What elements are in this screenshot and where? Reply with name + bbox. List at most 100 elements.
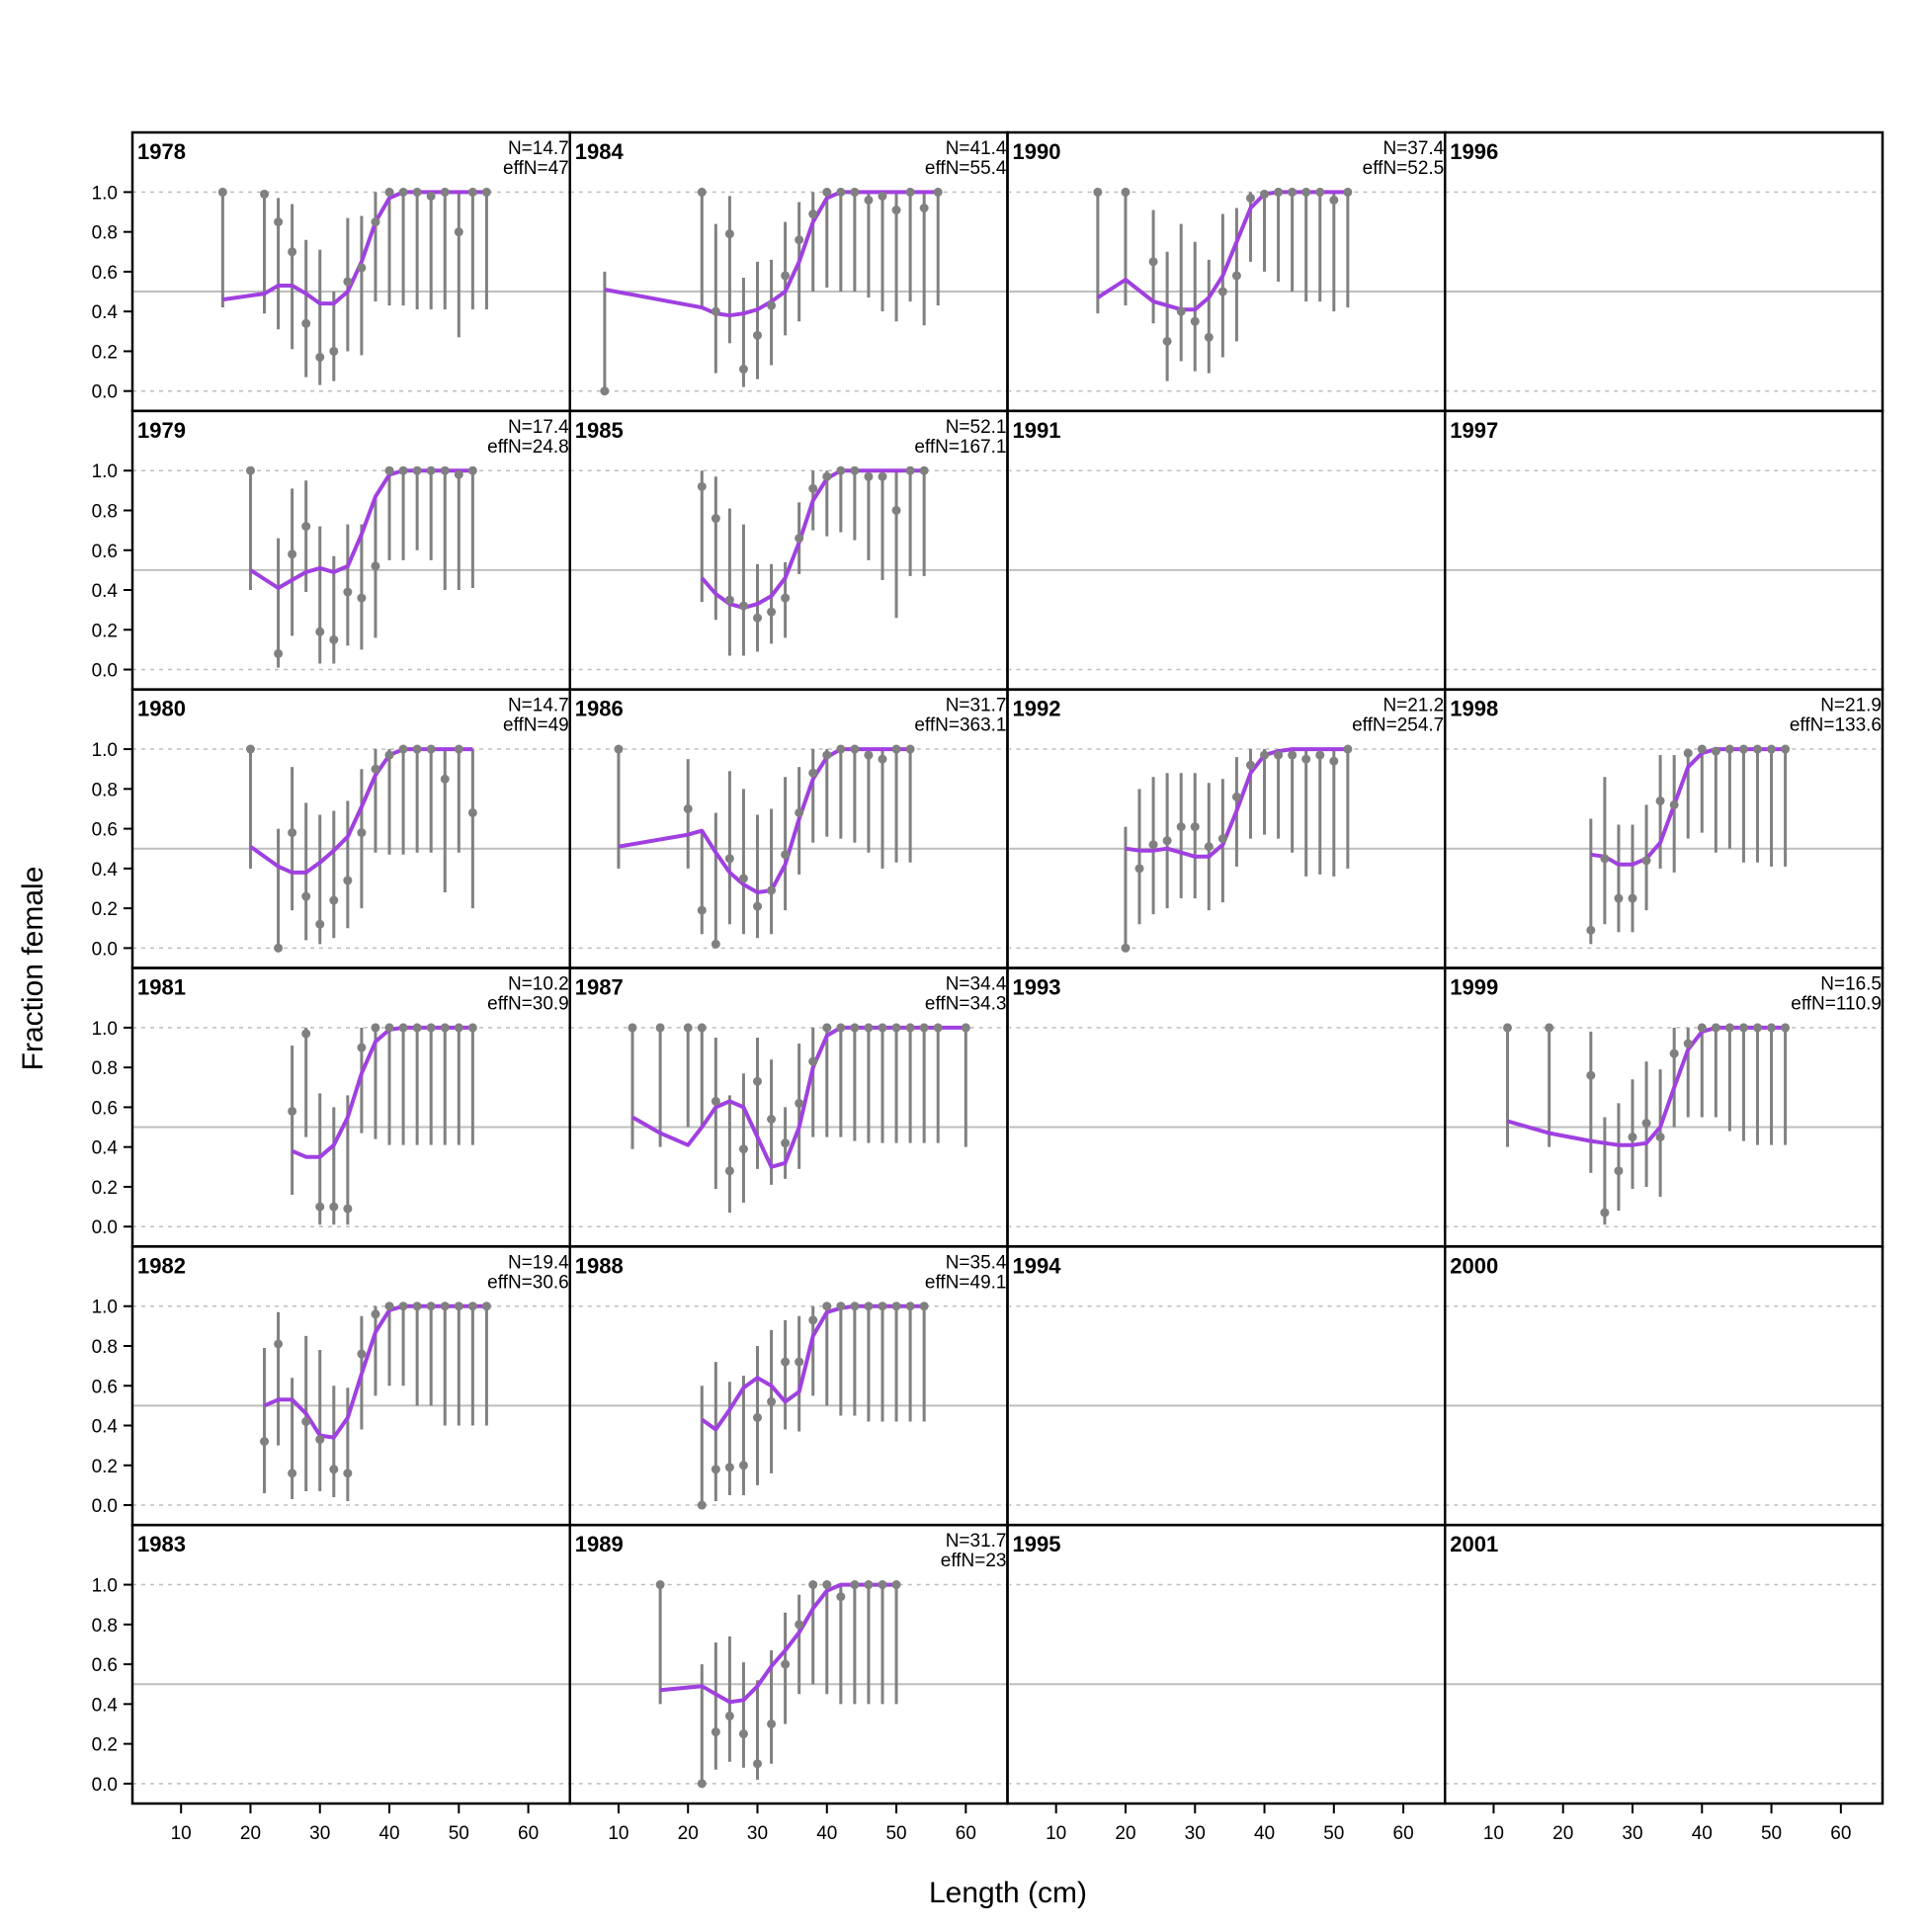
panel-frame [1006, 409, 1447, 691]
observed-point [836, 1302, 846, 1311]
observed-point [260, 189, 270, 199]
panel-frame [1444, 1523, 1885, 1806]
observed-point [878, 191, 887, 201]
observed-point [288, 1106, 297, 1116]
observed-point [274, 1339, 284, 1349]
y-tick-label: 0.2 [92, 1178, 118, 1199]
x-tick-label: 40 [816, 1823, 837, 1844]
observed-point [836, 744, 846, 754]
observed-point [440, 1302, 450, 1311]
observed-point [1767, 744, 1777, 754]
observed-point [697, 481, 707, 491]
observed-point [864, 1023, 874, 1033]
observed-point [919, 1302, 929, 1311]
panel-effn-label: effN=254.7 [1352, 715, 1444, 736]
observed-point [1711, 746, 1720, 756]
observed-point [850, 744, 860, 754]
observed-point [822, 750, 832, 760]
observed-point [1288, 187, 1298, 197]
panel-2000: 2000 [1444, 1245, 1885, 1527]
panel-n-label: N=34.4 [946, 974, 1007, 995]
y-tick-label: 0.6 [92, 1655, 118, 1676]
observed-point [301, 522, 311, 532]
y-tick-label: 0.4 [92, 860, 119, 881]
observed-point [905, 187, 915, 197]
observed-point [1260, 750, 1270, 760]
observed-point [440, 465, 450, 475]
observed-point [738, 365, 748, 375]
observed-point [1217, 834, 1227, 844]
observed-point [1753, 744, 1762, 754]
observed-point [1545, 1023, 1554, 1033]
expected-line [1506, 1025, 1786, 1147]
y-tick-label: 0.8 [92, 501, 118, 522]
observed-point [1711, 1023, 1720, 1033]
observed-point [1767, 1023, 1777, 1033]
observed-point [315, 627, 325, 636]
observed-point [217, 187, 227, 197]
x-tick-label: 10 [1046, 1823, 1066, 1844]
observed-point [288, 549, 297, 559]
observed-point [795, 1620, 804, 1630]
observed-point [398, 465, 408, 475]
observed-point [919, 203, 929, 212]
y-tick-label: 0.2 [92, 1735, 118, 1756]
observed-point [1628, 893, 1637, 903]
observed-point [329, 634, 339, 644]
observed-point [1301, 187, 1311, 197]
observed-point [454, 1302, 463, 1311]
observed-point [426, 744, 436, 754]
y-tick-label: 0.2 [92, 621, 118, 641]
observed-point [822, 187, 832, 197]
panel-effn-label: effN=49.1 [925, 1272, 1007, 1293]
panel-n-label: N=31.7 [946, 696, 1007, 716]
observed-point [357, 1349, 367, 1359]
panel-effn-label: effN=363.1 [914, 715, 1006, 736]
observed-point [315, 352, 325, 362]
panel-year-label: 1985 [575, 418, 624, 443]
x-tick-label: 40 [378, 1823, 399, 1844]
observed-point [781, 1357, 791, 1367]
observed-point [398, 1023, 408, 1033]
y-tick-label: 0.6 [92, 263, 118, 284]
expected-line [701, 1303, 925, 1432]
observed-point [738, 874, 748, 883]
observed-point [1586, 925, 1596, 935]
panel-effn-label: effN=49 [503, 715, 569, 736]
panel-year-label: 1998 [1450, 697, 1498, 721]
observed-point [371, 1023, 380, 1033]
observed-point [1231, 271, 1241, 281]
observed-point [614, 744, 624, 754]
observed-point [1586, 1070, 1596, 1080]
observed-point [426, 1302, 436, 1311]
panel-n-label: N=10.2 [508, 974, 569, 995]
expected-line [249, 468, 473, 590]
expected-line [1125, 747, 1348, 859]
observed-point [795, 534, 804, 544]
observed-point [357, 593, 367, 603]
observed-point [753, 1759, 762, 1769]
observed-point [878, 1302, 887, 1311]
observed-point [878, 1023, 887, 1033]
panel-year-label: 1984 [575, 139, 625, 164]
observed-point [454, 744, 463, 754]
observed-point [343, 876, 353, 885]
y-tick-label: 0.0 [92, 939, 118, 960]
panel-effn-label: effN=24.8 [487, 437, 569, 458]
panel-year-label: 1990 [1013, 139, 1061, 164]
observed-point [1503, 1023, 1512, 1033]
observed-point [753, 613, 762, 623]
panel-year-label: 1982 [137, 1253, 186, 1278]
x-tick-label: 10 [608, 1823, 628, 1844]
observed-point [245, 465, 255, 475]
x-tick-label: 30 [1622, 1823, 1642, 1844]
panel-year-label: 1979 [137, 418, 186, 443]
observed-point [1121, 187, 1131, 197]
observed-point [724, 229, 734, 239]
observed-point [795, 1357, 804, 1367]
observed-point [1176, 306, 1186, 316]
